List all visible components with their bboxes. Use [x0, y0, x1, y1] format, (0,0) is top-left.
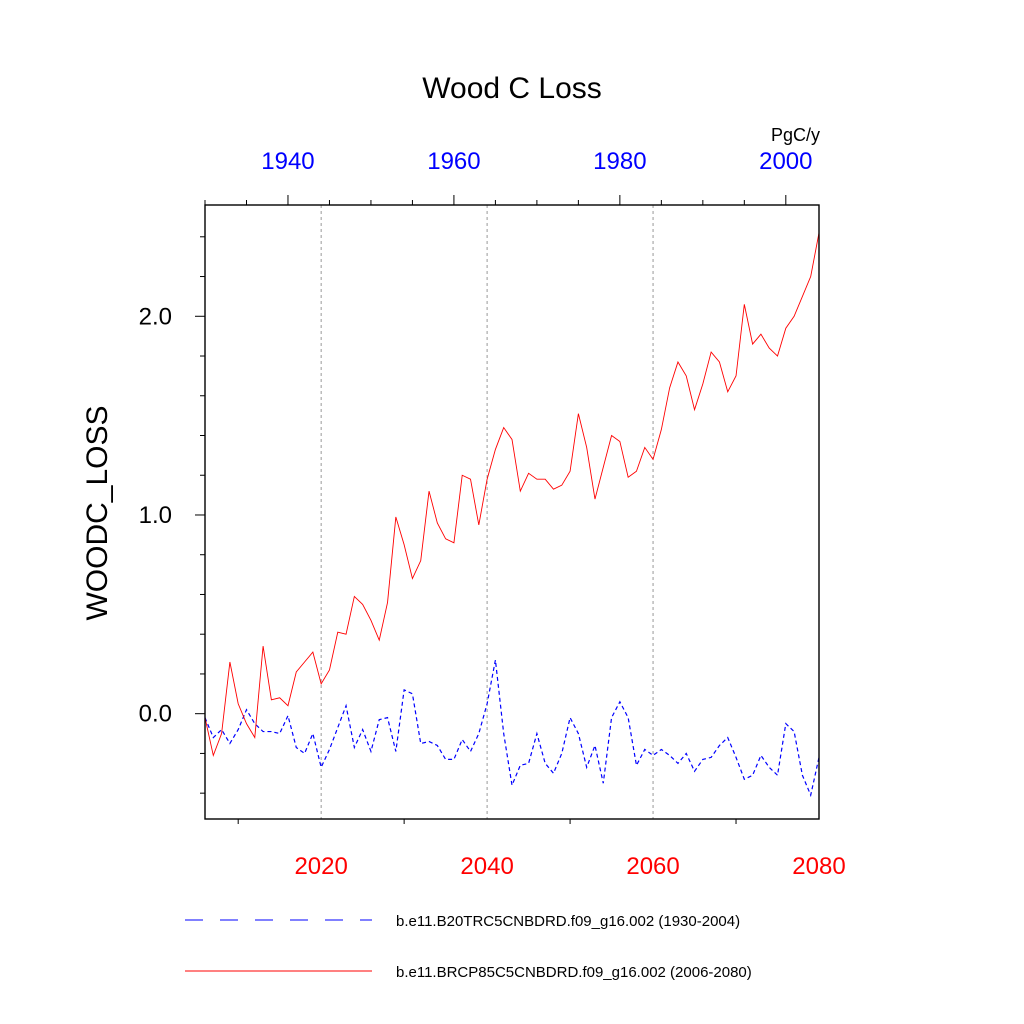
x-bottom-tick-label: 2020: [294, 853, 347, 880]
x-bottom-tick-label: 2060: [626, 853, 679, 880]
y-tick-label: 0.0: [139, 701, 172, 728]
y-tick-label: 1.0: [139, 502, 172, 529]
x-top-tick-label: 1940: [261, 148, 314, 175]
x-bottom-tick-label: 2040: [460, 853, 513, 880]
legend-label: b.e11.BRCP85C5CNBDRD.f09_g16.002 (2006-2…: [396, 964, 752, 981]
x-bottom-tick-label: 2080: [792, 853, 845, 880]
x-top-tick-label: 1980: [593, 148, 646, 175]
y-tick-label: 2.0: [139, 303, 172, 330]
legend-label: b.e11.B20TRC5CNBDRD.f09_g16.002 (1930-20…: [396, 913, 740, 930]
series-line-historical: [204, 659, 820, 798]
units-label: PgC/y: [771, 125, 820, 145]
series-layer: [204, 232, 820, 798]
x-top-tick-label: 1960: [427, 148, 480, 175]
grid-layer: [320, 205, 654, 819]
chart-title: Wood C Loss: [422, 72, 602, 105]
y-axis-label: WOODC_LOSS: [81, 405, 114, 620]
ticks-layer: 0.0 1.0 2.0 2020 2040 2060 2080 1940 1960 1980 200…: [139, 148, 846, 880]
axes-layer: [204, 204, 820, 820]
x-top-tick-label: 2000: [759, 148, 812, 175]
plot-frame: [204, 204, 820, 820]
legend: b.e11.B20TRC5CNBDRD.f09_g16.002 (1930-20…: [185, 913, 752, 981]
series-line-rcp85: [204, 232, 820, 757]
